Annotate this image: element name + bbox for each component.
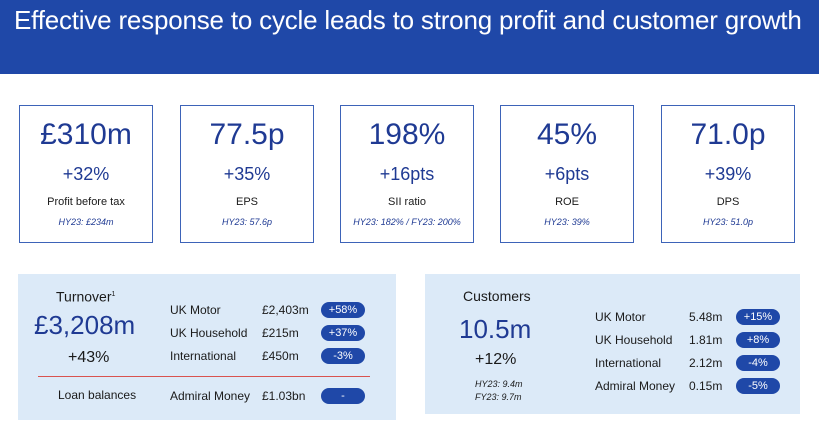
turnover-row-value: £450m	[262, 349, 299, 363]
turnover-row-change-badge: -3%	[321, 348, 365, 364]
kpi-change: +32%	[62, 164, 110, 184]
turnover-row-label: UK Household	[170, 326, 248, 340]
kpi-change: +39%	[704, 164, 752, 184]
kpi-label: ROE	[555, 196, 579, 208]
turnover-row-label: International	[170, 349, 237, 363]
customers-note-fy: FY23: 9.7m	[475, 392, 522, 402]
kpi-note: HY23: £234m	[58, 217, 114, 227]
turnover-total: £3,208m	[34, 310, 136, 340]
kpi-card-eps: 77.5p +35% EPS HY23: 57.6p	[180, 105, 314, 243]
kpi-note: HY23: 57.6p	[221, 217, 273, 227]
customers-panel: Customers 10.5m +12% HY23: 9.4m FY23: 9.…	[425, 274, 800, 414]
kpi-label: EPS	[235, 196, 258, 208]
kpi-note: HY23: 39%	[544, 217, 590, 227]
customers-row-label: Admiral Money	[595, 379, 676, 393]
kpi-value: 77.5p	[209, 118, 285, 151]
loan-row-value: £1.03bn	[262, 389, 306, 403]
section-divider	[38, 376, 370, 377]
customers-row-change-badge: +15%	[736, 309, 780, 325]
kpi-label: Profit before tax	[47, 196, 125, 208]
kpi-value: 45%	[536, 118, 598, 151]
kpi-note: HY23: 51.0p	[702, 217, 754, 227]
kpi-note: HY23: 182% / FY23: 200%	[353, 217, 461, 227]
customers-note-hy: HY23: 9.4m	[475, 379, 523, 389]
customers-row-change-badge: -4%	[736, 355, 780, 371]
customers-row-change-badge: +8%	[736, 332, 780, 348]
kpi-label: DPS	[716, 196, 740, 208]
turnover-row-change-badge: +58%	[321, 302, 365, 318]
customers-total: 10.5m	[459, 314, 532, 344]
turnover-footnote-marker: 1	[111, 291, 116, 298]
kpi-change: +35%	[223, 164, 271, 184]
kpi-change: +16pts	[379, 164, 435, 184]
turnover-title: Turnover1	[56, 288, 116, 305]
kpi-value: 198%	[368, 118, 446, 151]
customers-row-label: International	[595, 356, 662, 370]
turnover-panel: Turnover1 £3,208m +43% UK Motor £2,403m …	[18, 274, 396, 420]
customers-row-change-badge: -5%	[736, 378, 780, 394]
customers-row-value: 5.48m	[689, 310, 723, 324]
customers-title: Customers	[463, 288, 531, 304]
slide-title: Effective response to cycle leads to str…	[14, 5, 802, 35]
kpi-value: 71.0p	[690, 118, 766, 151]
turnover-row-label: UK Motor	[170, 303, 221, 317]
customers-row-label: UK Household	[595, 333, 673, 347]
loan-row-change-badge: -	[321, 388, 365, 404]
turnover-row-change-badge: +37%	[321, 325, 365, 341]
kpi-value: £310m	[40, 118, 132, 151]
customers-change: +12%	[475, 351, 517, 368]
customers-row-value: 1.81m	[689, 333, 723, 347]
kpi-card-profit: £310m +32% Profit before tax HY23: £234m	[19, 105, 153, 243]
kpi-card-dps: 71.0p +39% DPS HY23: 51.0p	[661, 105, 795, 243]
customers-row-label: UK Motor	[595, 310, 646, 324]
slide-header: Effective response to cycle leads to str…	[0, 0, 819, 74]
loan-balances-label: Loan balances	[58, 388, 137, 402]
kpi-label: SII ratio	[388, 196, 426, 208]
kpi-change: +6pts	[544, 164, 590, 184]
kpi-card-sii-ratio: 198% +16pts SII ratio HY23: 182% / FY23:…	[340, 105, 474, 243]
turnover-row-value: £215m	[262, 326, 299, 340]
customers-row-value: 2.12m	[689, 356, 723, 370]
loan-row-label: Admiral Money	[170, 389, 251, 403]
turnover-change: +43%	[68, 349, 110, 366]
kpi-card-roe: 45% +6pts ROE HY23: 39%	[500, 105, 634, 243]
customers-row-value: 0.15m	[689, 379, 723, 393]
turnover-row-value: £2,403m	[262, 303, 309, 317]
